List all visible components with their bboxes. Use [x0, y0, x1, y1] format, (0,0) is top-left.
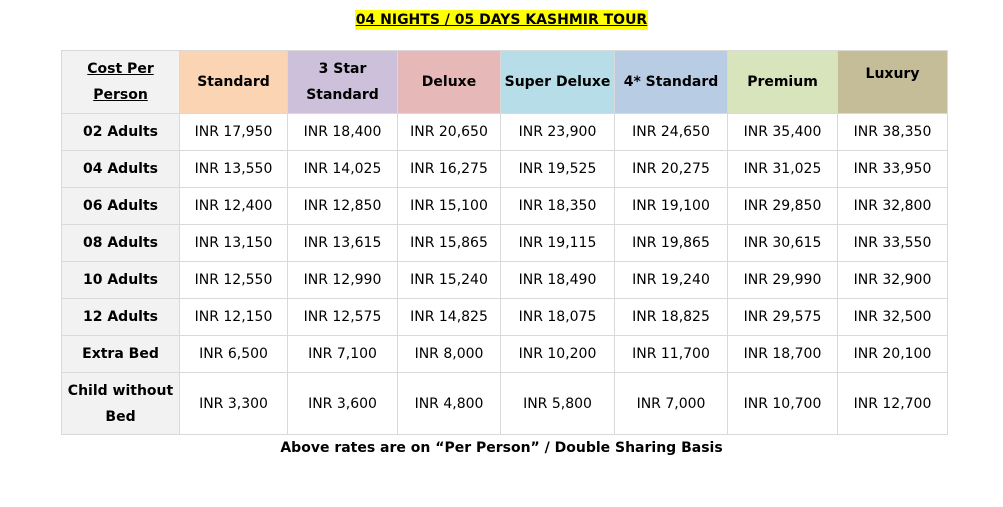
price-cell: INR 38,350 — [837, 113, 948, 151]
column-header-3-star-standard: 3 Star Standard — [287, 50, 398, 114]
price-cell: INR 18,490 — [500, 261, 615, 299]
corner-header: Cost Per Person — [61, 50, 180, 114]
price-cell: INR 12,850 — [287, 187, 398, 225]
page-title: 04 NIGHTS / 05 DAYS KASHMIR TOUR — [354, 10, 649, 30]
price-cell: INR 13,150 — [179, 224, 288, 262]
table-row: 10 Adults INR 12,550 INR 12,990 INR 15,240 I… — [61, 261, 948, 299]
table-row: Extra Bed INR 6,500 INR 7,100 INR 8,000 INR … — [61, 335, 948, 373]
price-cell: INR 10,700 — [727, 372, 838, 435]
price-cell: INR 33,550 — [837, 224, 948, 262]
row-label: 06 Adults — [61, 187, 180, 225]
header-row: Cost Per Person Standard 3 Star Standard… — [61, 50, 948, 114]
price-cell: INR 29,850 — [727, 187, 838, 225]
price-cell: INR 32,900 — [837, 261, 948, 299]
price-cell: INR 18,075 — [500, 298, 615, 336]
price-cell: INR 20,650 — [397, 113, 501, 151]
price-cell: INR 12,400 — [179, 187, 288, 225]
price-cell: INR 20,275 — [614, 150, 728, 188]
row-label: Extra Bed — [61, 335, 180, 373]
price-cell: INR 19,115 — [500, 224, 615, 262]
row-label: 12 Adults — [61, 298, 180, 336]
price-cell: INR 12,150 — [179, 298, 288, 336]
table-row: 02 Adults INR 17,950 INR 18,400 INR 20,650 I… — [61, 113, 948, 151]
price-cell: INR 15,240 — [397, 261, 501, 299]
column-header-luxury: Luxury — [837, 50, 948, 114]
price-cell: INR 7,100 — [287, 335, 398, 373]
price-cell: INR 7,000 — [614, 372, 728, 435]
price-cell: INR 14,025 — [287, 150, 398, 188]
price-cell: INR 18,700 — [727, 335, 838, 373]
price-cell: INR 35,400 — [727, 113, 838, 151]
table-row: 12 Adults INR 12,150 INR 12,575 INR 14,825 I… — [61, 298, 948, 336]
rates-note: Above rates are on “Per Person” / Double… — [280, 440, 723, 456]
price-cell: INR 31,025 — [727, 150, 838, 188]
price-cell: INR 3,600 — [287, 372, 398, 435]
price-cell: INR 18,350 — [500, 187, 615, 225]
row-label: 10 Adults — [61, 261, 180, 299]
column-header-4-star-standard: 4* Standard — [614, 50, 728, 114]
row-label: 02 Adults — [61, 113, 180, 151]
price-cell: INR 16,275 — [397, 150, 501, 188]
price-cell: INR 14,825 — [397, 298, 501, 336]
rates-body: 02 Adults INR 17,950 INR 18,400 INR 20,650 I… — [61, 113, 948, 435]
price-cell: INR 23,900 — [500, 113, 615, 151]
price-cell: INR 12,990 — [287, 261, 398, 299]
price-cell: INR 19,525 — [500, 150, 615, 188]
price-cell: INR 6,500 — [179, 335, 288, 373]
price-cell: INR 10,200 — [500, 335, 615, 373]
price-cell: INR 19,240 — [614, 261, 728, 299]
price-cell: INR 8,000 — [397, 335, 501, 373]
price-cell: INR 15,865 — [397, 224, 501, 262]
price-cell: INR 12,700 — [837, 372, 948, 435]
price-cell: INR 5,800 — [500, 372, 615, 435]
table-row: Child without Bed INR 3,300 INR 3,600 INR 4… — [61, 372, 948, 435]
price-cell: INR 15,100 — [397, 187, 501, 225]
table-row: 08 Adults INR 13,150 INR 13,615 INR 15,865 I… — [61, 224, 948, 262]
price-cell: INR 3,300 — [179, 372, 288, 435]
column-header-standard: Standard — [179, 50, 288, 114]
title-wrapper: 04 NIGHTS / 05 DAYS KASHMIR TOUR — [0, 9, 1003, 30]
price-cell: INR 24,650 — [614, 113, 728, 151]
price-cell: INR 13,615 — [287, 224, 398, 262]
price-cell: INR 17,950 — [179, 113, 288, 151]
price-cell: INR 13,550 — [179, 150, 288, 188]
column-header-deluxe: Deluxe — [397, 50, 501, 114]
price-cell: INR 12,575 — [287, 298, 398, 336]
table-row: 06 Adults INR 12,400 INR 12,850 INR 15,100 I… — [61, 187, 948, 225]
price-cell: INR 19,865 — [614, 224, 728, 262]
column-header-super-deluxe: Super Deluxe — [500, 50, 615, 114]
column-header-premium: Premium — [727, 50, 838, 114]
price-cell: INR 4,800 — [397, 372, 501, 435]
row-label: Child without Bed — [61, 372, 180, 435]
price-cell: INR 19,100 — [614, 187, 728, 225]
price-cell: INR 18,825 — [614, 298, 728, 336]
price-cell: INR 32,800 — [837, 187, 948, 225]
rates-table: Cost Per Person Standard 3 Star Standard… — [61, 50, 948, 435]
price-cell: INR 29,990 — [727, 261, 838, 299]
price-cell: INR 11,700 — [614, 335, 728, 373]
price-cell: INR 33,950 — [837, 150, 948, 188]
price-cell: INR 20,100 — [837, 335, 948, 373]
price-cell: INR 32,500 — [837, 298, 948, 336]
price-cell: INR 12,550 — [179, 261, 288, 299]
price-cell: INR 30,615 — [727, 224, 838, 262]
table-row: 04 Adults INR 13,550 INR 14,025 INR 16,275 I… — [61, 150, 948, 188]
row-label: 08 Adults — [61, 224, 180, 262]
price-cell: INR 18,400 — [287, 113, 398, 151]
row-label: 04 Adults — [61, 150, 180, 188]
price-cell: INR 29,575 — [727, 298, 838, 336]
